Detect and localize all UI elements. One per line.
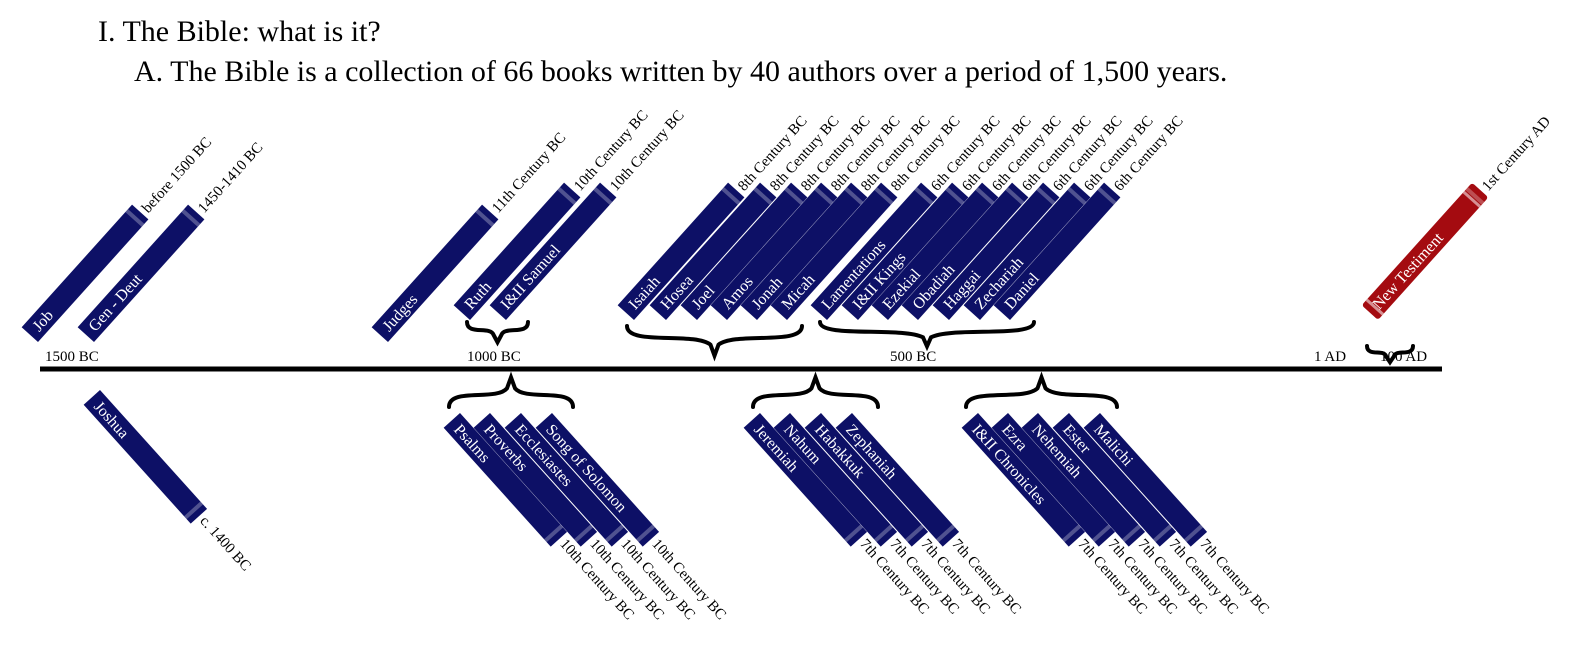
book-spine-band <box>544 524 564 543</box>
outline-heading: I. The Bible: what is it? <box>98 15 381 48</box>
book-bar-joshua <box>83 390 208 524</box>
brace-group <box>447 320 1415 409</box>
book-bar-ecclesiastes <box>504 413 629 547</box>
book-bar-joel <box>680 182 808 320</box>
book-spine-band <box>1036 187 1056 205</box>
book-bar-haggai <box>932 182 1060 320</box>
book-spine-band <box>1184 524 1204 543</box>
book-spine-band <box>905 524 925 543</box>
axis-label-1000-bc: 1000 BC <box>467 349 521 365</box>
book-bar-zephaniah <box>835 413 960 547</box>
book-bar-job <box>21 204 149 342</box>
axis-label-100-ad: 100 AD <box>1380 349 1427 365</box>
book-spine-band <box>1462 190 1482 208</box>
book-bar-song-of-solomon <box>535 413 660 547</box>
book-spine-band <box>557 187 577 205</box>
book-spine-band <box>1365 298 1385 316</box>
book-bar-jeremiah <box>743 413 868 547</box>
book-bar-jonah <box>740 182 868 320</box>
book-spine-band <box>1067 187 1087 205</box>
brace-jeremiah-zephaniah <box>751 371 880 409</box>
book-spine-band <box>975 187 995 205</box>
book-spine-band <box>184 501 204 520</box>
brace-new-testament <box>1365 344 1415 366</box>
book-spine-band <box>1122 524 1142 543</box>
brace-ruth-samuel <box>465 320 530 347</box>
book-bar-ruth <box>453 182 581 320</box>
book-joshua: Joshua <box>83 390 208 524</box>
book-spine-band <box>753 187 773 205</box>
book-spine-band <box>181 209 201 227</box>
book-bar-ester <box>1052 413 1177 547</box>
book-spine-band <box>125 209 145 227</box>
book-bar-proverbs <box>473 413 598 547</box>
date-joshua: c. 1400 BC <box>196 513 253 574</box>
book-spine-band <box>721 187 741 205</box>
book-spine-band <box>936 524 956 543</box>
book-spine-band <box>475 209 495 227</box>
book-judges: Judges <box>371 204 499 342</box>
book-spine-band <box>844 187 864 205</box>
book-spine-band <box>814 187 834 205</box>
book-bar-nahum <box>773 413 898 547</box>
book-bar-isaiah <box>617 182 745 320</box>
book-title: New Testiment <box>1370 229 1448 313</box>
book-spine-band <box>914 187 934 205</box>
book-bar-judges <box>371 204 499 342</box>
book-spine-band <box>593 187 613 205</box>
book-spine-band <box>1092 524 1112 543</box>
brace-isaiah-micah <box>625 324 804 362</box>
date-label: 1st Century AD <box>1479 114 1554 195</box>
book-bar-micah <box>770 182 898 320</box>
book-bar-ezekial <box>871 182 999 320</box>
book-bar-iandii-chronicles <box>961 413 1086 547</box>
book-bar-ezra <box>991 413 1116 547</box>
books-group: Job Gen - Deut Judges Ruth I&II Samuel Isaiah… <box>21 182 1488 547</box>
book-bar-obadiah <box>901 182 1029 320</box>
book-bar-psalms <box>443 413 568 547</box>
brace-chronicles-malichi <box>964 371 1119 409</box>
outline-subheading: A. The Bible is a collection of 66 books… <box>134 55 1228 88</box>
book-spine-band <box>844 524 864 543</box>
brace-psalms-song <box>447 371 575 409</box>
axis-label-500-bc: 500 BC <box>890 349 936 365</box>
book-spine-band <box>784 187 804 205</box>
book-spine-band <box>1062 524 1082 543</box>
book-hosea: Hosea <box>649 182 777 320</box>
book-bar-amos <box>710 182 838 320</box>
book-spine-band <box>1153 524 1173 543</box>
book-spine-band <box>574 524 594 543</box>
book-bar-hosea <box>649 182 777 320</box>
book-spine-band <box>945 187 965 205</box>
book-bar-gen-deut <box>77 204 205 342</box>
book-bar-nehemiah <box>1021 413 1146 547</box>
book-bar-malichi <box>1083 413 1208 547</box>
book-bar-lamentations <box>810 182 938 320</box>
book-bar-daniel <box>993 182 1121 320</box>
timeline-axis: 1500 BC 1000 BC 500 BC 1 AD 100 AD <box>40 349 1442 372</box>
book-spine-band <box>1097 187 1117 205</box>
book-bar-zechariah <box>963 182 1091 320</box>
book-bar-iandii-kings <box>841 182 969 320</box>
book-new-testiment: New Testiment <box>1362 183 1488 319</box>
book-spine-band <box>874 524 894 543</box>
book-spine-band <box>1465 187 1485 205</box>
brace-lamentations-daniel <box>818 320 1036 352</box>
book-spine-band <box>636 524 656 543</box>
book-bar-habakkuk <box>804 413 929 547</box>
book-bar-iandii-samuel <box>489 182 617 320</box>
book-spine-band <box>605 524 625 543</box>
book-bar-new-testiment <box>1362 183 1488 319</box>
date-new-testiment: 1st Century AD <box>1479 114 1554 195</box>
book-ruth: Ruth <box>453 182 581 320</box>
date-label: c. 1400 BC <box>196 513 253 574</box>
axis-label-1500-bc: 1500 BC <box>45 349 99 365</box>
book-title: Gen - Deut <box>86 270 147 335</box>
book-spine-band <box>1005 187 1025 205</box>
axis-label-1-ad: 1 AD <box>1314 349 1346 365</box>
book-spine-band <box>874 187 894 205</box>
